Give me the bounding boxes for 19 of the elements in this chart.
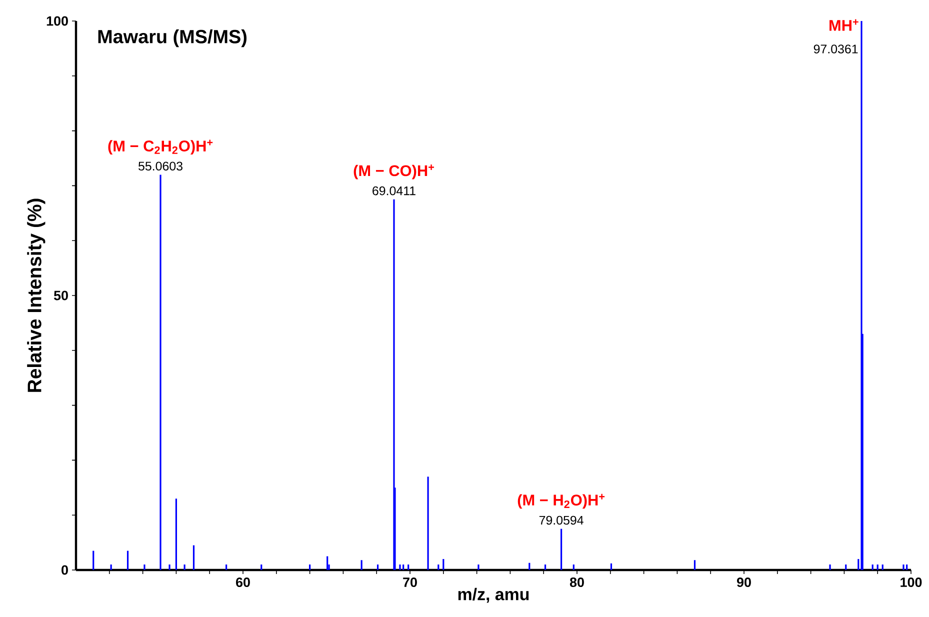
x-axis-title: m/z, amu — [458, 588, 529, 603]
annotation: (M − CO)H$^{+}$ — [354, 164, 434, 180]
annotation: MH$^{+}$ — [830, 19, 858, 31]
annotation: (M − H$_{2}$O)H$^{+}$ — [518, 494, 605, 509]
y-tick-label: 100 — [46, 16, 68, 26]
x-tick-label: 70 — [403, 578, 417, 588]
x-tick-label: 90 — [736, 578, 751, 588]
x-tick-label: 100 — [900, 578, 922, 588]
x-tick-label: 80 — [570, 578, 584, 588]
chart-title: Mawaru (MS/MS) — [98, 29, 246, 48]
x-tick-label: 60 — [236, 578, 250, 588]
annotation: 69.0411 — [372, 186, 416, 196]
y-axis-title: Relative Intensity (%) — [27, 198, 46, 392]
annotation: (M − C$_{2}$H$_{2}$O)H$^{+}$ — [108, 140, 213, 155]
annotation: 55.0603 — [138, 162, 182, 171]
y-tick-label: 0 — [62, 565, 68, 575]
annotation: 79.0594 — [539, 516, 584, 525]
annotation: 97.0361 — [814, 44, 858, 54]
y-tick-label: 50 — [54, 290, 68, 300]
